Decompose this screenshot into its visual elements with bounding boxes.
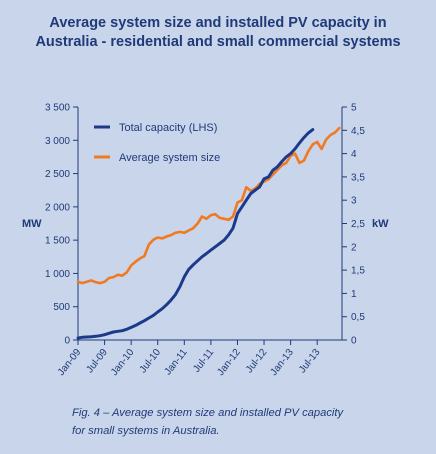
x-tick-label: Jul-11 <box>191 347 216 375</box>
right-axis-label: kW <box>372 218 389 230</box>
series-layer <box>76 126 341 340</box>
right-tick-label: 4,5 <box>351 126 365 137</box>
total-capacity-line <box>76 128 315 340</box>
right-tick-label: 2,5 <box>351 219 365 230</box>
right-tick-label: 3 <box>351 196 357 207</box>
caption-line-2: for small systems in Australia. <box>72 425 220 437</box>
x-tick-label: Jul-12 <box>244 347 270 376</box>
right-tick-label: 2 <box>351 242 357 253</box>
left-tick-label: 2 000 <box>45 202 70 213</box>
right-tick-label: 3,5 <box>351 172 365 183</box>
left-tick-label: 500 <box>53 302 70 313</box>
right-tick-label: 1,5 <box>351 266 365 277</box>
legend-total-label: Total capacity (LHS) <box>119 122 217 134</box>
x-tick-label: Jan-12 <box>215 347 243 378</box>
x-tick-label: Jul-09 <box>84 347 110 376</box>
x-tick-label: Jan-13 <box>268 347 296 378</box>
legend-average-label: Average system size <box>119 152 220 164</box>
caption-line-1: Fig. 4 – Average system size and install… <box>72 407 344 419</box>
x-tick-label: Jul-10 <box>138 347 164 376</box>
average-system-size-line <box>76 126 341 285</box>
chart-title: Average system size and installed PV cap… <box>0 14 436 52</box>
x-tick-label: Jan-09 <box>56 347 84 378</box>
left-tick-label: 1 500 <box>45 236 70 247</box>
x-tick-label: Jan-11 <box>163 347 190 378</box>
x-tick-label: Jan-10 <box>109 347 137 378</box>
title-line-1: Average system size and installed PV cap… <box>49 15 387 31</box>
chart-axes: 0 500 1 000 1 500 2 000 2 500 3 000 3 500 0 0,5 1 1… <box>22 103 389 378</box>
left-tick-label: 3 000 <box>45 136 70 147</box>
title-line-2: Australia - residential and small commer… <box>35 34 401 50</box>
left-tick-label: 0 <box>64 336 70 347</box>
right-tick-label: 4 <box>351 149 357 160</box>
left-tick-label: 3 500 <box>45 103 70 114</box>
left-tick-label: 1 000 <box>45 269 70 280</box>
x-tick-label: Jul-13 <box>297 347 323 376</box>
left-axis-label: MW <box>22 218 42 230</box>
chart-legend: Total capacity (LHS) Average system size <box>94 122 220 164</box>
right-tick-label: 0,5 <box>351 312 365 323</box>
figure-caption: Fig. 4 – Average system size and install… <box>72 404 422 440</box>
right-tick-label: 1 <box>351 289 357 300</box>
right-tick-label: 5 <box>351 103 357 114</box>
left-tick-label: 2 500 <box>45 169 70 180</box>
right-tick-label: 0 <box>351 336 357 347</box>
